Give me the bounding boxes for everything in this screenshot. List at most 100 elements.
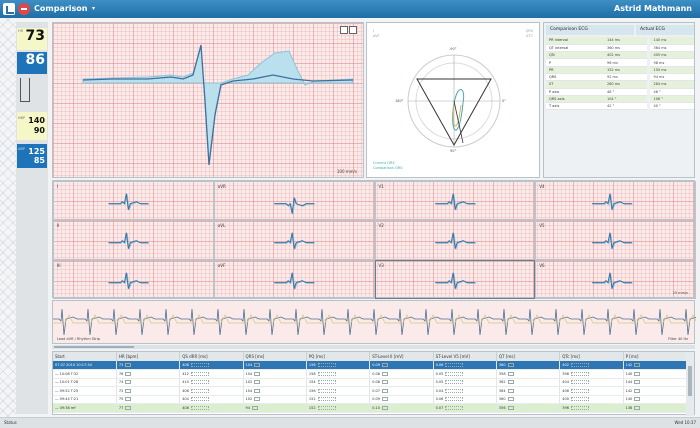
lead-cell-avf[interactable]: aVF — [213, 259, 375, 299]
row-value-cell: 0.10 — [369, 403, 434, 413]
measurement-label: PR interval — [546, 37, 604, 45]
column-header[interactable]: P [ms] — [623, 352, 688, 361]
measurement-actual-value: 140 ms — [650, 37, 694, 45]
column-header[interactable]: ST-Level V5 [mV] — [433, 352, 497, 361]
column-gap — [647, 66, 651, 74]
row-trend-box — [190, 380, 209, 385]
row-value-cell: 360 — [496, 361, 561, 370]
nbp-value[interactable]: NBP 140 90 — [17, 112, 47, 140]
row-value-cell: 364 — [496, 386, 561, 396]
column-header[interactable]: PQ [ms] — [306, 352, 371, 361]
row-value: 0.09 — [372, 397, 381, 402]
lead-cell-v6[interactable]: V6 — [535, 259, 696, 299]
lead-trace-current — [108, 193, 149, 210]
column-header[interactable]: ST-Level II [mV] — [369, 352, 434, 361]
row-trend-box — [570, 397, 589, 402]
lead-cell-avr[interactable]: aVR — [213, 181, 375, 221]
column-header[interactable]: QS dRR [ms] — [179, 352, 244, 361]
row-trend-box — [382, 405, 389, 410]
list-scrollbar[interactable] — [686, 352, 694, 416]
column-header[interactable]: QT [ms] — [496, 352, 561, 361]
measurement-actual-value: 405 ms — [650, 51, 694, 60]
row-value-cell: 0.05 — [433, 378, 497, 387]
measurement-row: PR 152 ms 150 ms — [546, 66, 694, 75]
row-value: 77 — [118, 405, 124, 410]
row-value: 75 — [118, 397, 124, 402]
measurement-row: QRS axis 104 ° 106 ° — [546, 95, 694, 104]
row-value: 410 — [182, 380, 189, 385]
lead-label: II — [57, 223, 60, 229]
table-row[interactable]: — 10:08 T:32 76 412 104 158 0.08 0.05 358 398 140 — [53, 369, 688, 379]
average-beat-panel[interactable]: 100 mm/s — [52, 22, 364, 178]
lead-cell-v4[interactable]: V4 — [535, 181, 696, 221]
row-value: 158 — [308, 371, 316, 376]
row-value: 144 — [625, 380, 633, 385]
lead-waveform — [108, 193, 150, 211]
measurement-actual-value: 150 ms — [650, 66, 694, 75]
table-row[interactable]: — 10:01 T:28 74 410 102 154 0.08 0.05 362 404 144 — [53, 378, 688, 387]
measurements-table: PR interval 144 ms 140 ms QT interval 360 ms… — [546, 37, 694, 111]
lead-cell-v2[interactable]: V2 — [374, 220, 536, 260]
row-trend-box — [382, 380, 389, 385]
lead-label: V4 — [539, 184, 545, 189]
row-value: 74 — [118, 380, 124, 385]
row-trend-box — [254, 380, 261, 385]
lead-trace-current — [273, 197, 314, 214]
table-row[interactable]: — 09:52 T:25 72 406 104 156 0.07 0.04 364 406 142 — [53, 386, 688, 396]
lead-label: V5 — [539, 223, 545, 229]
column-header[interactable]: QRS [ms] — [243, 352, 307, 361]
zoom-in-icon[interactable] — [340, 26, 348, 34]
row-value: 0.07 — [372, 388, 381, 393]
table-row[interactable]: — 09:38 ref 77 408 94 152 0.10 0.07 356 396 138 — [53, 403, 688, 413]
back-icon[interactable] — [3, 3, 15, 15]
measurement-comparison-value: 92 ms — [603, 73, 648, 82]
lead-cell-i[interactable]: I — [53, 181, 214, 221]
lead-label: V3 — [378, 262, 384, 268]
lead-cell-v3[interactable]: V3 — [374, 259, 536, 299]
lead-waveform — [434, 232, 476, 250]
column-header[interactable]: QTc [ms] — [559, 352, 624, 361]
lead-cell-v5[interactable]: V5 — [535, 220, 696, 260]
rhythm-scrollbar[interactable] — [52, 345, 695, 349]
measurement-comparison-value: 360 ms — [603, 44, 648, 53]
measurement-actual-value: 40 ° — [650, 102, 694, 111]
heart-rate-value[interactable]: HR 73 — [17, 28, 47, 50]
row-value: 400 — [562, 397, 569, 402]
rhythm-trace — [53, 308, 696, 336]
spo2-value[interactable]: 86 — [17, 52, 47, 74]
heart-rate-number: 73 — [25, 28, 45, 44]
zoom-out-icon[interactable] — [349, 26, 357, 34]
row-trend-box — [125, 405, 132, 410]
row-trend-box — [445, 363, 464, 367]
row-trend-box — [634, 397, 641, 402]
abp-value[interactable]: ABP 125 85 — [17, 144, 47, 168]
row-trend-box — [507, 371, 514, 376]
column-header[interactable]: Start — [53, 352, 117, 361]
row-value-cell: 0.09 — [369, 395, 434, 404]
column-header[interactable]: HR [bpm] — [116, 352, 181, 361]
row-trend-box — [317, 380, 336, 385]
row-value: 0.10 — [372, 405, 381, 410]
table-row[interactable]: 07.07.2010 10:17:34 73 408 104 156 0.09 0.06 36… — [53, 361, 688, 370]
pleth-icon — [20, 78, 30, 102]
column-gap — [647, 58, 651, 67]
lead-cell-v1[interactable]: V1 — [374, 181, 536, 221]
measurement-actual-value: 364 ms — [650, 44, 694, 53]
vector-loop-panel[interactable]: I aVF QRS ST-T -90° 180° 0° 90° Current … — [366, 22, 540, 178]
row-value: 0.06 — [435, 397, 444, 402]
row-value-cell: 396 — [559, 403, 624, 413]
close-icon[interactable] — [18, 3, 30, 15]
lead-cell-avl[interactable]: aVL — [213, 220, 375, 260]
lead-cell-iii[interactable]: III — [53, 259, 214, 299]
angle-top: -90° — [449, 47, 457, 51]
title-dropdown-chevron-icon[interactable]: ▾ — [92, 5, 96, 12]
lead-cell-ii[interactable]: II — [53, 220, 214, 260]
column-gap — [647, 73, 651, 81]
table-row[interactable]: — 09:44 T:21 75 404 102 152 0.09 0.06 360 400 140 — [53, 395, 688, 404]
rhythm-scroll-thumb[interactable] — [54, 346, 134, 348]
row-value-cell: 72 — [116, 386, 181, 396]
rhythm-strip-panel[interactable]: Lead aVR / Rhythm Strip Filter 40 Hz — [52, 300, 696, 344]
column-gap — [647, 37, 651, 45]
lead-label: aVF — [217, 262, 226, 268]
